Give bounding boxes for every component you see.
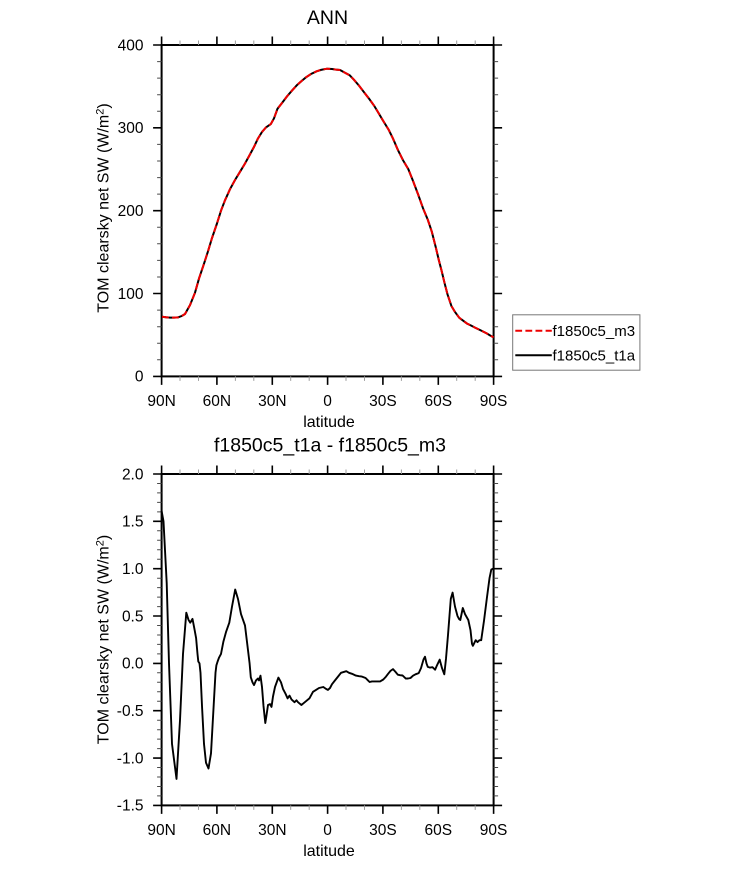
svg-text:f1850c5_t1a - f1850c5_m3: f1850c5_t1a - f1850c5_m3	[214, 435, 446, 457]
svg-text:ANN: ANN	[307, 7, 348, 29]
svg-text:0.0: 0.0	[122, 656, 144, 673]
svg-text:1.5: 1.5	[122, 514, 144, 531]
svg-text:30S: 30S	[369, 393, 397, 410]
svg-text:30S: 30S	[369, 822, 397, 839]
svg-text:90N: 90N	[147, 393, 175, 410]
svg-text:300: 300	[118, 120, 144, 137]
svg-text:-1.5: -1.5	[117, 798, 144, 815]
svg-text:100: 100	[118, 286, 144, 303]
svg-text:latitude: latitude	[303, 414, 355, 431]
svg-text:400: 400	[118, 37, 144, 54]
svg-text:latitude: latitude	[303, 843, 355, 860]
svg-text:-1.0: -1.0	[117, 750, 144, 767]
svg-text:60S: 60S	[425, 822, 453, 839]
svg-text:f1850c5_t1a: f1850c5_t1a	[553, 348, 636, 365]
svg-text:90S: 90S	[480, 822, 508, 839]
svg-text:60N: 60N	[203, 822, 231, 839]
svg-text:2.0: 2.0	[122, 466, 144, 483]
svg-text:30N: 30N	[258, 822, 286, 839]
svg-text:200: 200	[118, 203, 144, 220]
svg-text:60S: 60S	[425, 393, 453, 410]
svg-text:0: 0	[135, 369, 144, 386]
svg-text:0.5: 0.5	[122, 608, 144, 625]
svg-text:TOM clearsky net SW (W/m2): TOM clearsky net SW (W/m2)	[95, 535, 113, 744]
svg-text:90N: 90N	[147, 822, 175, 839]
svg-text:TOM clearsky net SW (W/m2): TOM clearsky net SW (W/m2)	[95, 103, 113, 312]
svg-text:-0.5: -0.5	[117, 703, 144, 720]
svg-text:60N: 60N	[203, 393, 231, 410]
svg-text:1.0: 1.0	[122, 561, 144, 578]
svg-text:30N: 30N	[258, 393, 286, 410]
svg-text:90S: 90S	[480, 393, 508, 410]
svg-text:0: 0	[323, 822, 332, 839]
svg-text:0: 0	[323, 393, 332, 410]
svg-text:f1850c5_m3: f1850c5_m3	[553, 323, 636, 340]
